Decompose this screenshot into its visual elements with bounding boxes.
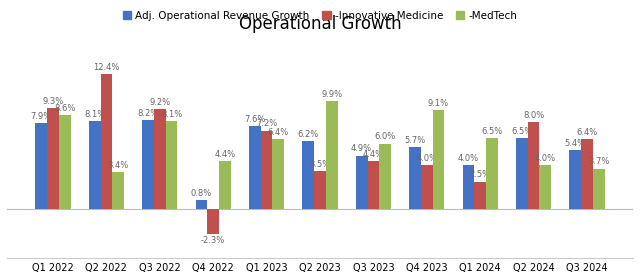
Bar bbox=[540, 165, 551, 209]
Text: 4.0%: 4.0% bbox=[535, 154, 556, 163]
Bar bbox=[47, 108, 59, 209]
Text: 4.0%: 4.0% bbox=[416, 154, 437, 163]
Bar bbox=[260, 130, 273, 209]
Bar bbox=[433, 110, 444, 209]
Text: 2.5%: 2.5% bbox=[470, 171, 491, 179]
Bar bbox=[486, 138, 498, 209]
Bar bbox=[166, 121, 177, 209]
Text: 6.4%: 6.4% bbox=[577, 128, 598, 137]
Bar bbox=[35, 123, 47, 209]
Text: 9.3%: 9.3% bbox=[42, 97, 63, 106]
Text: 8.0%: 8.0% bbox=[523, 111, 544, 120]
Bar bbox=[59, 115, 70, 209]
Bar bbox=[314, 171, 326, 209]
Text: 9.9%: 9.9% bbox=[321, 90, 342, 99]
Bar bbox=[142, 120, 154, 209]
Text: 4.4%: 4.4% bbox=[214, 150, 236, 159]
Text: 4.4%: 4.4% bbox=[363, 150, 384, 159]
Bar bbox=[421, 165, 433, 209]
Bar bbox=[409, 147, 421, 209]
Text: 6.0%: 6.0% bbox=[374, 132, 396, 141]
Text: 7.2%: 7.2% bbox=[256, 119, 277, 129]
Bar bbox=[356, 155, 367, 209]
Text: 7.9%: 7.9% bbox=[31, 112, 52, 121]
Text: 5.7%: 5.7% bbox=[404, 136, 426, 145]
Text: 7.6%: 7.6% bbox=[244, 115, 266, 124]
Text: 4.9%: 4.9% bbox=[351, 144, 372, 153]
Bar bbox=[207, 209, 219, 234]
Text: 4.0%: 4.0% bbox=[458, 154, 479, 163]
Title: Operational Growth: Operational Growth bbox=[239, 15, 401, 33]
Text: 6.4%: 6.4% bbox=[268, 128, 289, 137]
Bar bbox=[89, 121, 100, 209]
Bar bbox=[273, 139, 284, 209]
Bar bbox=[326, 101, 338, 209]
Bar bbox=[112, 172, 124, 209]
Bar bbox=[100, 74, 112, 209]
Text: 3.4%: 3.4% bbox=[108, 161, 129, 170]
Text: 3.7%: 3.7% bbox=[588, 157, 609, 166]
Text: 8.6%: 8.6% bbox=[54, 104, 76, 113]
Bar bbox=[154, 109, 166, 209]
Bar bbox=[380, 144, 391, 209]
Text: 8.2%: 8.2% bbox=[138, 109, 159, 118]
Bar bbox=[219, 161, 231, 209]
Text: 6.5%: 6.5% bbox=[511, 127, 532, 136]
Bar bbox=[474, 181, 486, 209]
Text: 9.2%: 9.2% bbox=[149, 98, 170, 107]
Bar bbox=[570, 150, 581, 209]
Text: 9.1%: 9.1% bbox=[428, 99, 449, 108]
Text: -2.3%: -2.3% bbox=[201, 236, 225, 245]
Text: 6.5%: 6.5% bbox=[481, 127, 502, 136]
Bar bbox=[249, 126, 260, 209]
Text: 12.4%: 12.4% bbox=[93, 63, 120, 72]
Text: 3.5%: 3.5% bbox=[309, 160, 331, 169]
Text: 5.4%: 5.4% bbox=[564, 139, 586, 148]
Bar bbox=[581, 139, 593, 209]
Text: 0.8%: 0.8% bbox=[191, 189, 212, 198]
Text: 8.1%: 8.1% bbox=[161, 110, 182, 119]
Bar bbox=[593, 169, 605, 209]
Text: 6.2%: 6.2% bbox=[298, 130, 319, 139]
Bar bbox=[302, 141, 314, 209]
Text: 8.1%: 8.1% bbox=[84, 110, 106, 119]
Bar bbox=[463, 165, 474, 209]
Bar bbox=[528, 122, 540, 209]
Bar bbox=[516, 138, 528, 209]
Legend: Adj. Operational Revenue Growth, -Innovative Medicine, -MedTech: Adj. Operational Revenue Growth, -Innova… bbox=[119, 7, 521, 25]
Bar bbox=[196, 200, 207, 209]
Bar bbox=[367, 161, 380, 209]
